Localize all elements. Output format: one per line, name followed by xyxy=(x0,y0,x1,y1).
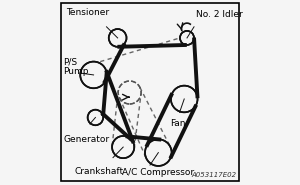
Text: Crankshaft: Crankshaft xyxy=(74,167,123,176)
Text: P/S
Pump: P/S Pump xyxy=(63,57,88,76)
Text: Fan: Fan xyxy=(170,119,185,127)
Text: No. 2 Idler: No. 2 Idler xyxy=(196,10,243,19)
Text: Generator: Generator xyxy=(63,135,109,144)
Text: A053117E02: A053117E02 xyxy=(192,172,237,178)
Text: Tensioner: Tensioner xyxy=(66,8,109,16)
Text: A/C Compressor: A/C Compressor xyxy=(122,169,194,177)
